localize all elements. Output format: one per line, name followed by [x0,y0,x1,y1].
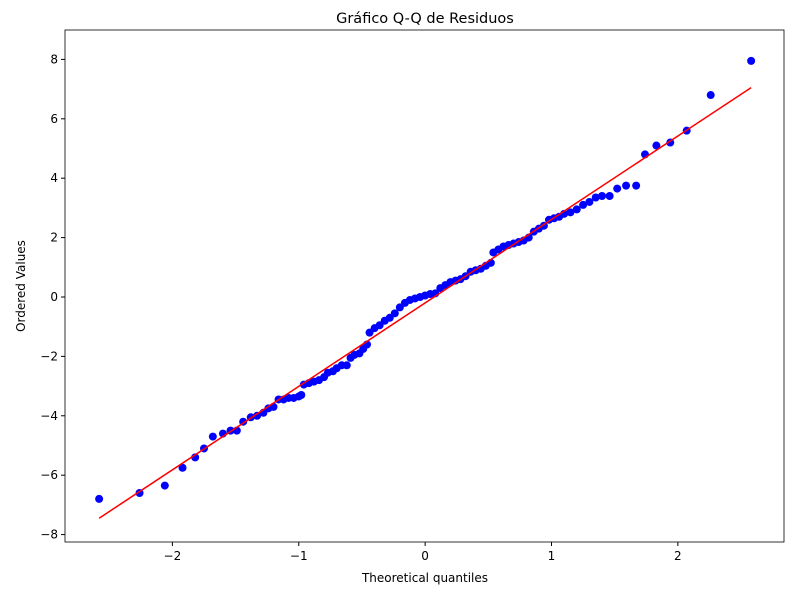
point [598,192,607,201]
y-tick-label: −2 [40,349,58,363]
y-axis-label: Ordered Values [14,240,28,332]
point [178,463,187,472]
point [652,141,661,150]
point [566,208,575,217]
x-tick-label: 0 [421,549,429,563]
y-tick-label: 6 [50,112,58,126]
x-axis-label: Theoretical quantiles [361,571,488,585]
plot-frame [64,29,785,543]
x-tick-label: −1 [290,549,308,563]
point [747,56,756,65]
x-tick-label: −2 [164,549,182,563]
point [591,193,600,202]
point [253,411,262,420]
y-tick-label: −6 [40,468,58,482]
point [613,184,622,193]
y-tick-label: 2 [50,231,58,245]
point [622,181,631,190]
y-tick-label: 8 [50,52,58,66]
y-tick-label: 0 [50,290,58,304]
y-tick-label: 4 [50,171,58,185]
chart-title: Gráfico Q-Q de Residuos [336,11,514,27]
point [208,432,217,441]
point [297,390,306,399]
point [160,481,169,490]
point [95,494,104,503]
point [579,200,588,209]
x-tick-label: 2 [674,549,682,563]
point [342,361,351,370]
x-tick-label: 1 [548,549,556,563]
y-tick-label: −4 [40,409,58,423]
point [585,197,594,206]
fit-line [98,86,752,519]
point [572,205,581,214]
y-tick-label: −8 [40,528,58,542]
point [706,91,715,100]
point [605,192,614,201]
point [390,309,399,318]
point [632,181,641,190]
